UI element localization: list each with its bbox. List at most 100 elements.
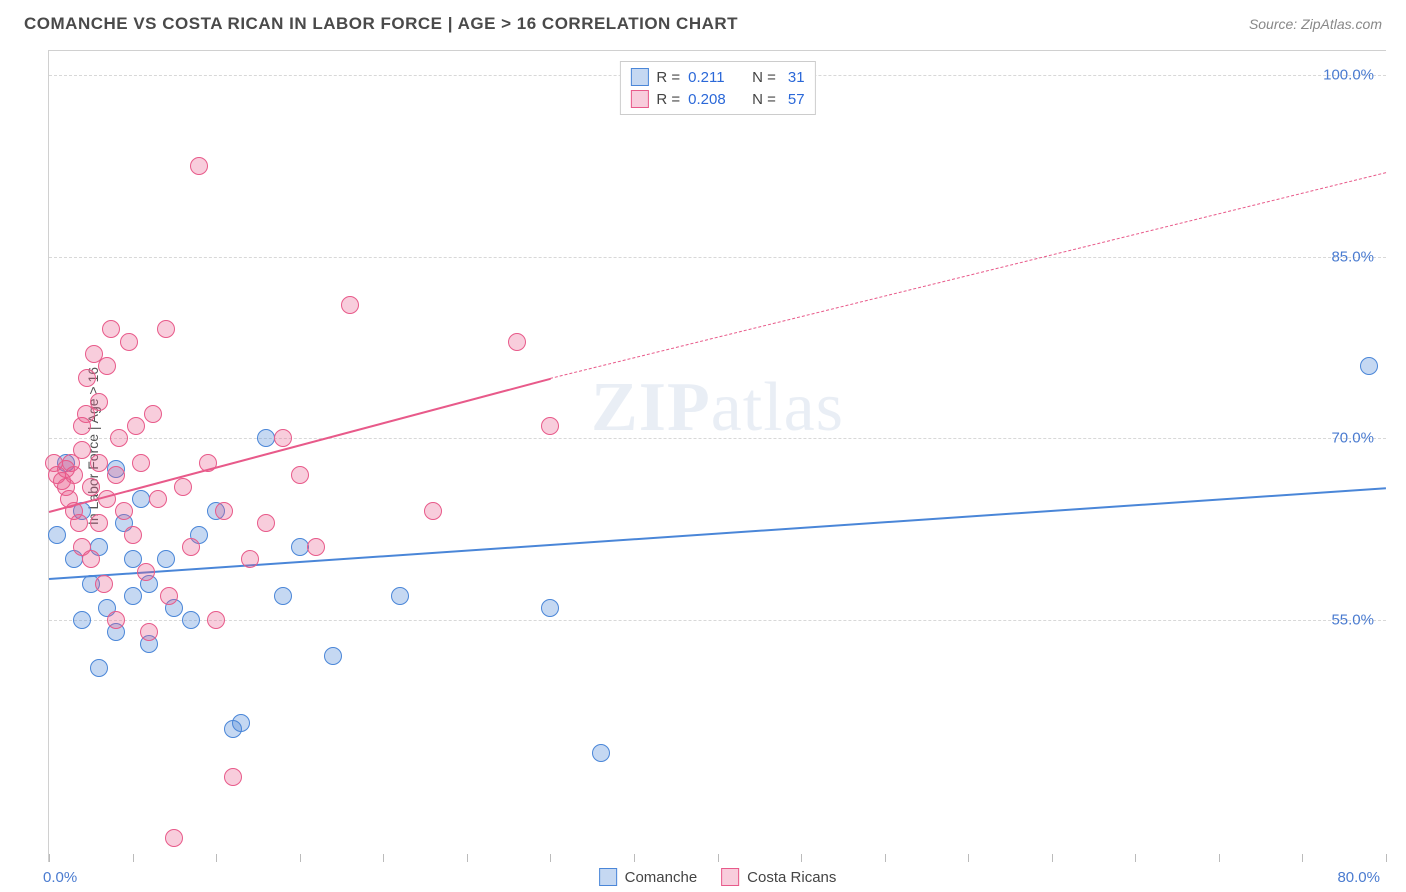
gridline (49, 257, 1386, 258)
data-point (82, 478, 100, 496)
data-point (82, 550, 100, 568)
data-point (137, 563, 155, 581)
legend-r-label: R = (656, 69, 680, 86)
plot-region: ZIPatlas 55.0% 70.0% 85.0% 100.0% (49, 51, 1386, 862)
data-point (391, 587, 409, 605)
x-tick (133, 854, 134, 862)
data-point (102, 320, 120, 338)
data-point (165, 829, 183, 847)
data-point (182, 538, 200, 556)
data-point (257, 514, 275, 532)
y-tick-label: 55.0% (1331, 611, 1374, 628)
data-point (107, 611, 125, 629)
x-tick (1386, 854, 1387, 862)
x-tick (968, 854, 969, 862)
data-point (73, 611, 91, 629)
data-point (508, 333, 526, 351)
data-point (144, 405, 162, 423)
trend-line (550, 172, 1386, 379)
data-point (70, 514, 88, 532)
legend-n-label: N = (752, 91, 776, 108)
legend-r-value: 0.208 (688, 91, 738, 108)
data-point (215, 502, 233, 520)
data-point (48, 526, 66, 544)
x-tick (383, 854, 384, 862)
data-point (160, 587, 178, 605)
data-point (182, 611, 200, 629)
legend-item: Costa Ricans (721, 868, 836, 886)
data-point (224, 768, 242, 786)
x-tick (216, 854, 217, 862)
data-point (232, 714, 250, 732)
chart-header: COMANCHE VS COSTA RICAN IN LABOR FORCE |… (0, 0, 1406, 44)
data-point (95, 575, 113, 593)
legend-row: R =0.211N =31 (630, 66, 804, 88)
data-point (1360, 357, 1378, 375)
data-point (115, 502, 133, 520)
data-point (78, 369, 96, 387)
data-point (132, 490, 150, 508)
data-point (124, 526, 142, 544)
data-point (424, 502, 442, 520)
x-tick (300, 854, 301, 862)
gridline (49, 438, 1386, 439)
x-tick (1302, 854, 1303, 862)
x-tick (718, 854, 719, 862)
data-point (190, 157, 208, 175)
legend-swatch (630, 90, 648, 108)
data-point (90, 454, 108, 472)
correlation-legend: R =0.211N =31R =0.208N =57 (619, 61, 815, 115)
legend-r-value: 0.211 (688, 69, 738, 86)
legend-r-label: R = (656, 91, 680, 108)
data-point (241, 550, 259, 568)
data-point (90, 659, 108, 677)
x-tick (550, 854, 551, 862)
legend-item: Comanche (599, 868, 698, 886)
x-tick (1219, 854, 1220, 862)
data-point (291, 538, 309, 556)
x-tick (1052, 854, 1053, 862)
legend-label: Comanche (625, 869, 698, 886)
data-point (157, 550, 175, 568)
x-tick (885, 854, 886, 862)
y-tick-label: 100.0% (1323, 67, 1374, 84)
data-point (98, 357, 116, 375)
gridline (49, 620, 1386, 621)
data-point (291, 466, 309, 484)
data-point (307, 538, 325, 556)
source-citation: Source: ZipAtlas.com (1249, 16, 1382, 32)
x-axis-max-label: 80.0% (1337, 869, 1380, 886)
data-point (124, 587, 142, 605)
x-tick (49, 854, 50, 862)
watermark: ZIPatlas (591, 368, 844, 448)
chart-area: ZIPatlas 55.0% 70.0% 85.0% 100.0% R = 0.211 N… (48, 50, 1386, 862)
legend-label: Costa Ricans (747, 869, 836, 886)
x-tick (801, 854, 802, 862)
data-point (541, 599, 559, 617)
data-point (274, 429, 292, 447)
legend-row: R =0.208N =57 (630, 88, 804, 110)
y-tick-label: 85.0% (1331, 248, 1374, 265)
data-point (157, 320, 175, 338)
data-point (90, 514, 108, 532)
data-point (90, 393, 108, 411)
y-tick-label: 70.0% (1331, 430, 1374, 447)
data-point (257, 429, 275, 447)
data-point (132, 454, 150, 472)
x-tick (634, 854, 635, 862)
legend-swatch (630, 68, 648, 86)
data-point (127, 417, 145, 435)
series-legend: Comanche Costa Ricans (599, 868, 837, 886)
data-point (174, 478, 192, 496)
data-point (541, 417, 559, 435)
chart-title: COMANCHE VS COSTA RICAN IN LABOR FORCE |… (24, 14, 738, 34)
watermark-left: ZIP (591, 369, 711, 446)
x-axis-min-label: 0.0% (43, 869, 77, 886)
watermark-right: atlas (711, 369, 844, 446)
data-point (140, 623, 158, 641)
data-point (120, 333, 138, 351)
data-point (110, 429, 128, 447)
legend-n-label: N = (752, 69, 776, 86)
data-point (341, 296, 359, 314)
x-tick (467, 854, 468, 862)
